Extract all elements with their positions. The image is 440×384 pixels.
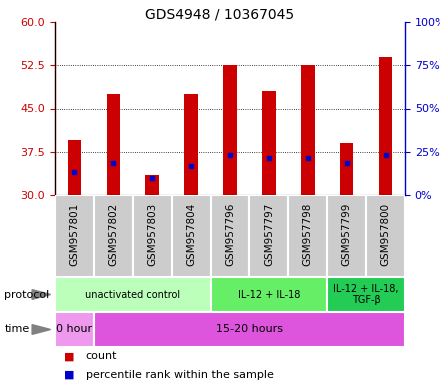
Bar (327, 277, 405, 312)
Bar (327, 195, 366, 277)
Text: IL-12 + IL-18: IL-12 + IL-18 (238, 290, 300, 300)
Polygon shape (32, 290, 51, 300)
Text: GDS4948 / 10367045: GDS4948 / 10367045 (146, 8, 294, 22)
Bar (340, 143, 353, 195)
Bar (172, 195, 211, 277)
Text: GSM957802: GSM957802 (108, 203, 118, 266)
Text: GSM957798: GSM957798 (303, 203, 313, 266)
Bar (249, 195, 288, 277)
Bar (211, 195, 249, 277)
Text: GSM957803: GSM957803 (147, 203, 157, 266)
Text: percentile rank within the sample: percentile rank within the sample (86, 370, 274, 380)
Bar (211, 277, 327, 312)
Text: GSM957796: GSM957796 (225, 203, 235, 266)
Text: count: count (86, 351, 117, 361)
Text: GSM957801: GSM957801 (70, 203, 80, 266)
Bar (379, 56, 392, 195)
Text: 0 hour: 0 hour (56, 324, 92, 334)
Bar (94, 195, 133, 277)
Text: ■: ■ (64, 370, 74, 380)
Text: unactivated control: unactivated control (85, 290, 180, 300)
Bar (145, 175, 159, 195)
Bar (366, 195, 405, 277)
Bar (106, 94, 120, 195)
Text: IL-12 + IL-18,
TGF-β: IL-12 + IL-18, TGF-β (334, 284, 399, 305)
Bar (223, 65, 237, 195)
Text: protocol: protocol (4, 290, 50, 300)
Text: GSM957804: GSM957804 (186, 203, 196, 266)
Bar (262, 91, 276, 195)
Text: GSM957797: GSM957797 (264, 203, 274, 266)
Text: GSM957799: GSM957799 (342, 203, 352, 266)
Bar (68, 140, 81, 195)
Bar (184, 94, 198, 195)
Bar (55, 195, 94, 277)
Bar (301, 65, 315, 195)
Text: ■: ■ (64, 351, 74, 361)
Text: 15-20 hours: 15-20 hours (216, 324, 283, 334)
Text: time: time (4, 324, 29, 334)
Bar (55, 277, 211, 312)
Bar (288, 195, 327, 277)
Text: GSM957800: GSM957800 (381, 203, 391, 266)
Bar (133, 195, 172, 277)
Polygon shape (32, 324, 51, 334)
Bar (55, 312, 94, 347)
Bar (94, 312, 405, 347)
